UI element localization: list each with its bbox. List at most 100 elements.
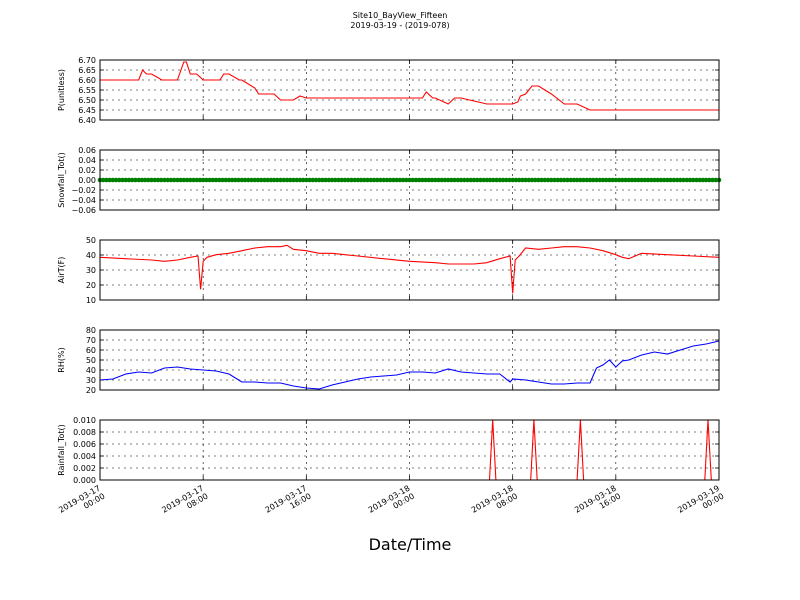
data-point <box>642 177 648 183</box>
data-point <box>629 177 635 183</box>
data-point <box>578 177 583 183</box>
y-axis-label: Rainfall_Tot() <box>57 424 66 476</box>
data-point <box>636 177 641 183</box>
y-tick-label: 60 <box>86 346 96 355</box>
data-point <box>133 177 138 183</box>
y-tick-label: 0.06 <box>78 146 96 155</box>
data-point <box>684 177 690 183</box>
data-point <box>674 177 680 183</box>
data-point <box>381 177 387 183</box>
data-point <box>210 177 216 183</box>
y-tick-label: 0.00 <box>78 176 96 185</box>
data-point <box>510 177 515 183</box>
data-point <box>220 177 225 183</box>
data-point <box>439 177 445 183</box>
data-point <box>590 177 596 183</box>
data-point <box>520 177 525 183</box>
data-point <box>529 177 535 183</box>
data-point <box>304 177 309 183</box>
axes-frame <box>99 239 720 301</box>
data-point <box>491 177 496 183</box>
data-point <box>668 177 673 183</box>
y-tick-label: −0.04 <box>71 196 96 205</box>
data-point <box>681 177 686 183</box>
data-point <box>291 177 296 183</box>
data-point <box>162 177 167 183</box>
data-point <box>262 177 267 183</box>
y-tick-label: 0.000 <box>73 476 96 485</box>
data-point <box>100 177 106 183</box>
data-point <box>597 177 603 183</box>
axes-frame <box>99 149 720 211</box>
data-point <box>442 177 448 183</box>
y-tick-label: 50 <box>86 236 96 245</box>
data-point <box>352 177 357 183</box>
data-point <box>378 177 383 183</box>
data-point <box>117 177 122 183</box>
data-point <box>297 177 303 183</box>
data-point <box>584 177 590 183</box>
y-tick-label: 50 <box>86 356 96 365</box>
y-tick-label: 6.40 <box>78 116 96 125</box>
y-tick-label: 0.010 <box>73 416 96 425</box>
data-point <box>552 177 557 183</box>
data-point <box>374 177 380 183</box>
data-point <box>391 177 396 183</box>
data-point <box>258 177 264 183</box>
y-tick-label: 20 <box>86 281 96 290</box>
data-point <box>623 177 628 183</box>
y-axis-label: AirT(F) <box>57 257 66 284</box>
data-point <box>694 177 699 183</box>
snowfall-series <box>97 177 722 183</box>
data-point <box>432 177 438 183</box>
data-point <box>713 177 719 183</box>
data-point <box>287 177 293 183</box>
data-point <box>194 177 200 183</box>
data-point <box>336 177 341 183</box>
data-point <box>146 177 151 183</box>
data-point <box>458 177 464 183</box>
y-tick-label: 30 <box>86 376 96 385</box>
data-point <box>175 177 180 183</box>
data-point <box>229 177 235 183</box>
data-point <box>503 177 509 183</box>
data-point <box>236 177 241 183</box>
data-point <box>275 177 280 183</box>
data-point <box>494 177 499 183</box>
y-tick-label: 0.008 <box>73 428 96 437</box>
data-point <box>171 177 177 183</box>
data-point <box>113 177 119 183</box>
y-tick-label: 40 <box>86 251 96 260</box>
data-point <box>371 177 377 183</box>
data-point <box>462 177 467 183</box>
data-point <box>471 177 477 183</box>
data-point <box>555 177 561 183</box>
data-point <box>661 177 667 183</box>
data-point <box>265 177 270 183</box>
data-point <box>239 177 245 183</box>
data-point <box>445 177 451 183</box>
data-point <box>320 177 325 183</box>
data-point <box>574 177 580 183</box>
data-point <box>139 177 145 183</box>
y-tick-label: 6.50 <box>78 96 96 105</box>
y-tick-label: 6.60 <box>78 76 96 85</box>
data-point <box>310 177 316 183</box>
data-point <box>300 177 306 183</box>
data-point <box>594 177 599 183</box>
data-point <box>478 177 483 183</box>
data-point <box>626 177 632 183</box>
data-point <box>539 177 544 183</box>
y-axis-label: RH(%) <box>57 347 66 372</box>
data-point <box>384 177 390 183</box>
data-point <box>355 177 361 183</box>
data-point <box>165 177 171 183</box>
data-point <box>397 177 403 183</box>
data-point <box>413 177 419 183</box>
data-point <box>278 177 283 183</box>
data-point <box>449 177 454 183</box>
data-point <box>368 177 374 183</box>
data-point <box>545 177 551 183</box>
y-axis-label: Snowfall_Tot() <box>57 152 66 208</box>
